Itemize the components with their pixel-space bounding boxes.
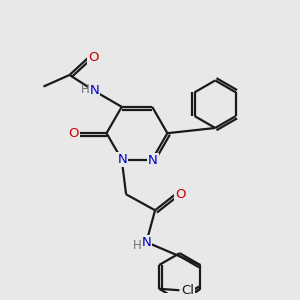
Text: H: H [81, 83, 89, 96]
Text: H: H [133, 239, 142, 252]
Text: N: N [142, 236, 151, 249]
Text: O: O [68, 127, 79, 140]
Text: N: N [148, 154, 158, 166]
Text: O: O [175, 188, 186, 201]
Text: N: N [89, 84, 99, 98]
Text: Cl: Cl [181, 284, 194, 297]
Text: O: O [88, 51, 99, 64]
Text: N: N [117, 153, 127, 166]
